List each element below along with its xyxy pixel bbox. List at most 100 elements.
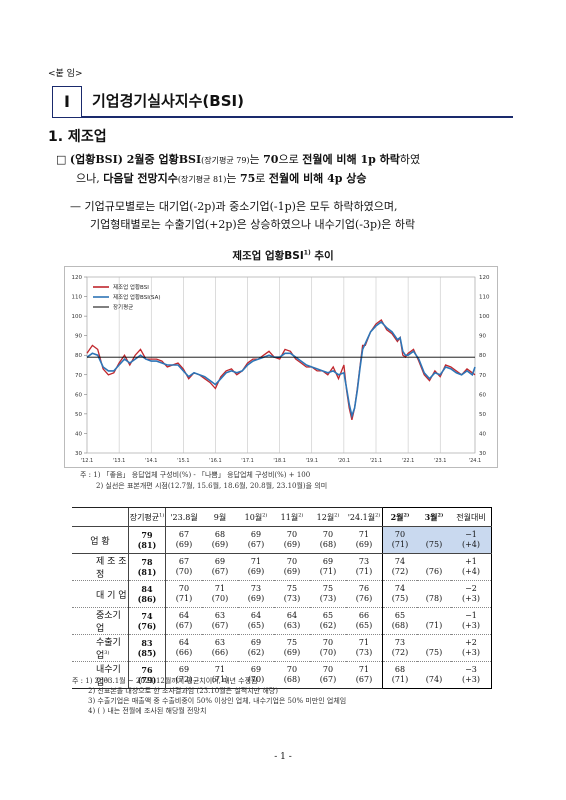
- cell-forecast: (69): [283, 567, 301, 576]
- dash-icon: —: [70, 200, 81, 213]
- x-tick-label: '12.1: [81, 458, 94, 464]
- table-cell: (76): [417, 553, 451, 581]
- column-header: 2월2): [382, 507, 417, 527]
- table-cell: 65 (68): [382, 607, 417, 635]
- column-header-text: 2월: [390, 511, 404, 522]
- cell-actual: 64: [178, 638, 190, 647]
- table-cell: 75 (73): [310, 580, 346, 608]
- cell-actual: 78: [141, 557, 153, 567]
- cell-actual: 84: [141, 584, 153, 594]
- cell-forecast: (67): [319, 675, 337, 684]
- cell-actual: 74: [394, 557, 406, 566]
- table-cell: −1 (+4): [451, 526, 492, 554]
- cell-forecast: (63): [283, 621, 301, 630]
- cell-forecast: (+3): [461, 648, 481, 657]
- table-cell: 70 (69): [274, 553, 310, 581]
- cell-actual: 71: [358, 638, 370, 647]
- table-cell: 70 (68): [310, 526, 346, 554]
- cell-actual: [417, 611, 451, 621]
- text-fragment: 으로: [278, 153, 303, 166]
- cell-forecast: (71): [425, 621, 443, 630]
- bullet-heading: (업황BSI) 2월중 업황BSI: [69, 153, 202, 166]
- table-cell: +2 (+3): [451, 634, 492, 662]
- x-tick-label: '14.1: [145, 458, 158, 464]
- column-header-footnote: 2): [403, 511, 410, 518]
- cell-forecast: (78): [425, 594, 443, 603]
- text-fragment: 는: [226, 172, 240, 185]
- table-cell: 64 (65): [238, 607, 274, 635]
- table-cell: 67 (69): [165, 526, 202, 554]
- cell-actual: 68: [214, 530, 226, 539]
- cell-forecast: (79): [137, 675, 157, 685]
- table-cell: 79 (81): [128, 526, 166, 554]
- y-tick-label-left: 60: [75, 392, 82, 398]
- legend-label-avg: 장기평균: [113, 303, 133, 311]
- cell-actual: −3: [465, 665, 477, 674]
- table-note-3: 3) 수출기업은 매출액 중 수출비중이 50% 이상인 업체, 내수기업은 5…: [88, 697, 347, 705]
- cell-actual: 83: [141, 638, 153, 648]
- text-fragment: 하였: [399, 153, 421, 166]
- table-cell: 71 (70): [202, 580, 238, 608]
- cell-actual: 66: [358, 611, 370, 620]
- table-cell: 67 (70): [165, 553, 202, 581]
- cell-forecast: (81): [137, 540, 157, 550]
- cell-forecast: (71): [391, 540, 409, 549]
- column-header-footnote: 2): [375, 511, 381, 518]
- table-cell: 75 (73): [274, 580, 310, 608]
- x-tick-label: '22.1: [402, 458, 415, 464]
- cell-actual: 79: [141, 530, 153, 540]
- table-cell: −2 (+3): [451, 580, 492, 608]
- cell-actual: 71: [214, 665, 226, 674]
- cell-actual: 71: [214, 584, 226, 593]
- cell-forecast: (70): [247, 675, 265, 684]
- chart-title-footnote: 1): [303, 249, 311, 257]
- cell-actual: 64: [286, 611, 298, 620]
- cell-forecast: (70): [211, 594, 229, 603]
- cell-actual: 65: [394, 611, 406, 620]
- column-header: '23.8월: [165, 507, 202, 527]
- cell-forecast: (+3): [461, 675, 481, 684]
- cell-forecast: (66): [175, 648, 193, 657]
- column-header-footnote: 2): [298, 511, 304, 518]
- cell-forecast: (70): [175, 567, 193, 576]
- column-header: '24.1월2): [346, 507, 383, 527]
- section-number-box: I: [52, 86, 82, 118]
- y-tick-label-right: 40: [479, 431, 486, 437]
- cell-forecast: (68): [319, 540, 337, 549]
- row-label-text: 제 조 조 정: [96, 557, 127, 580]
- cell-actual: −2: [465, 584, 477, 593]
- y-tick-label-right: 80: [479, 353, 486, 359]
- bsi-table: 장기평균1) '23.8월 9월 10월2) 11월2) 12월2) '24.1월2) 2월2…: [72, 507, 492, 689]
- row-label: 대 기 업: [72, 580, 129, 608]
- table-cell: 70 (71): [165, 580, 202, 608]
- y-tick-label-left: 70: [75, 373, 82, 379]
- cell-actual: 67: [178, 557, 190, 566]
- table-cell: 66 (65): [346, 607, 383, 635]
- cell-forecast: (62): [247, 648, 265, 657]
- table-cell: 73 (69): [238, 580, 274, 608]
- header-empty-cell: [72, 507, 129, 527]
- table-cell: 71 (69): [346, 526, 383, 554]
- table-cell: 74 (72): [382, 553, 417, 581]
- table-cell: 69 (71): [310, 553, 346, 581]
- chart-title-tail: 추이: [310, 250, 334, 262]
- column-header-text: 9월: [213, 512, 227, 522]
- table-cell: 63 (66): [202, 634, 238, 662]
- y-tick-label-left: 50: [75, 412, 82, 418]
- cell-forecast: (66): [211, 648, 229, 657]
- y-tick-label-right: 120: [479, 275, 490, 281]
- column-header-text: '23.8월: [170, 512, 198, 522]
- cell-forecast: (+3): [461, 594, 481, 603]
- row-label: 중소기업: [72, 607, 129, 635]
- cell-actual: [417, 665, 451, 675]
- cell-forecast: (73): [283, 594, 301, 603]
- cell-actual: 70: [322, 638, 334, 647]
- column-header: 12월2): [310, 507, 346, 527]
- table-cell: 74 (76): [128, 607, 166, 635]
- cell-forecast: (+4): [461, 540, 481, 549]
- table-cell: 70 (71): [382, 526, 417, 554]
- y-tick-label-right: 110: [479, 295, 490, 301]
- x-tick-label: '16.1: [209, 458, 222, 464]
- cell-actual: 69: [214, 557, 226, 566]
- table-cell: −1 (+3): [451, 607, 492, 635]
